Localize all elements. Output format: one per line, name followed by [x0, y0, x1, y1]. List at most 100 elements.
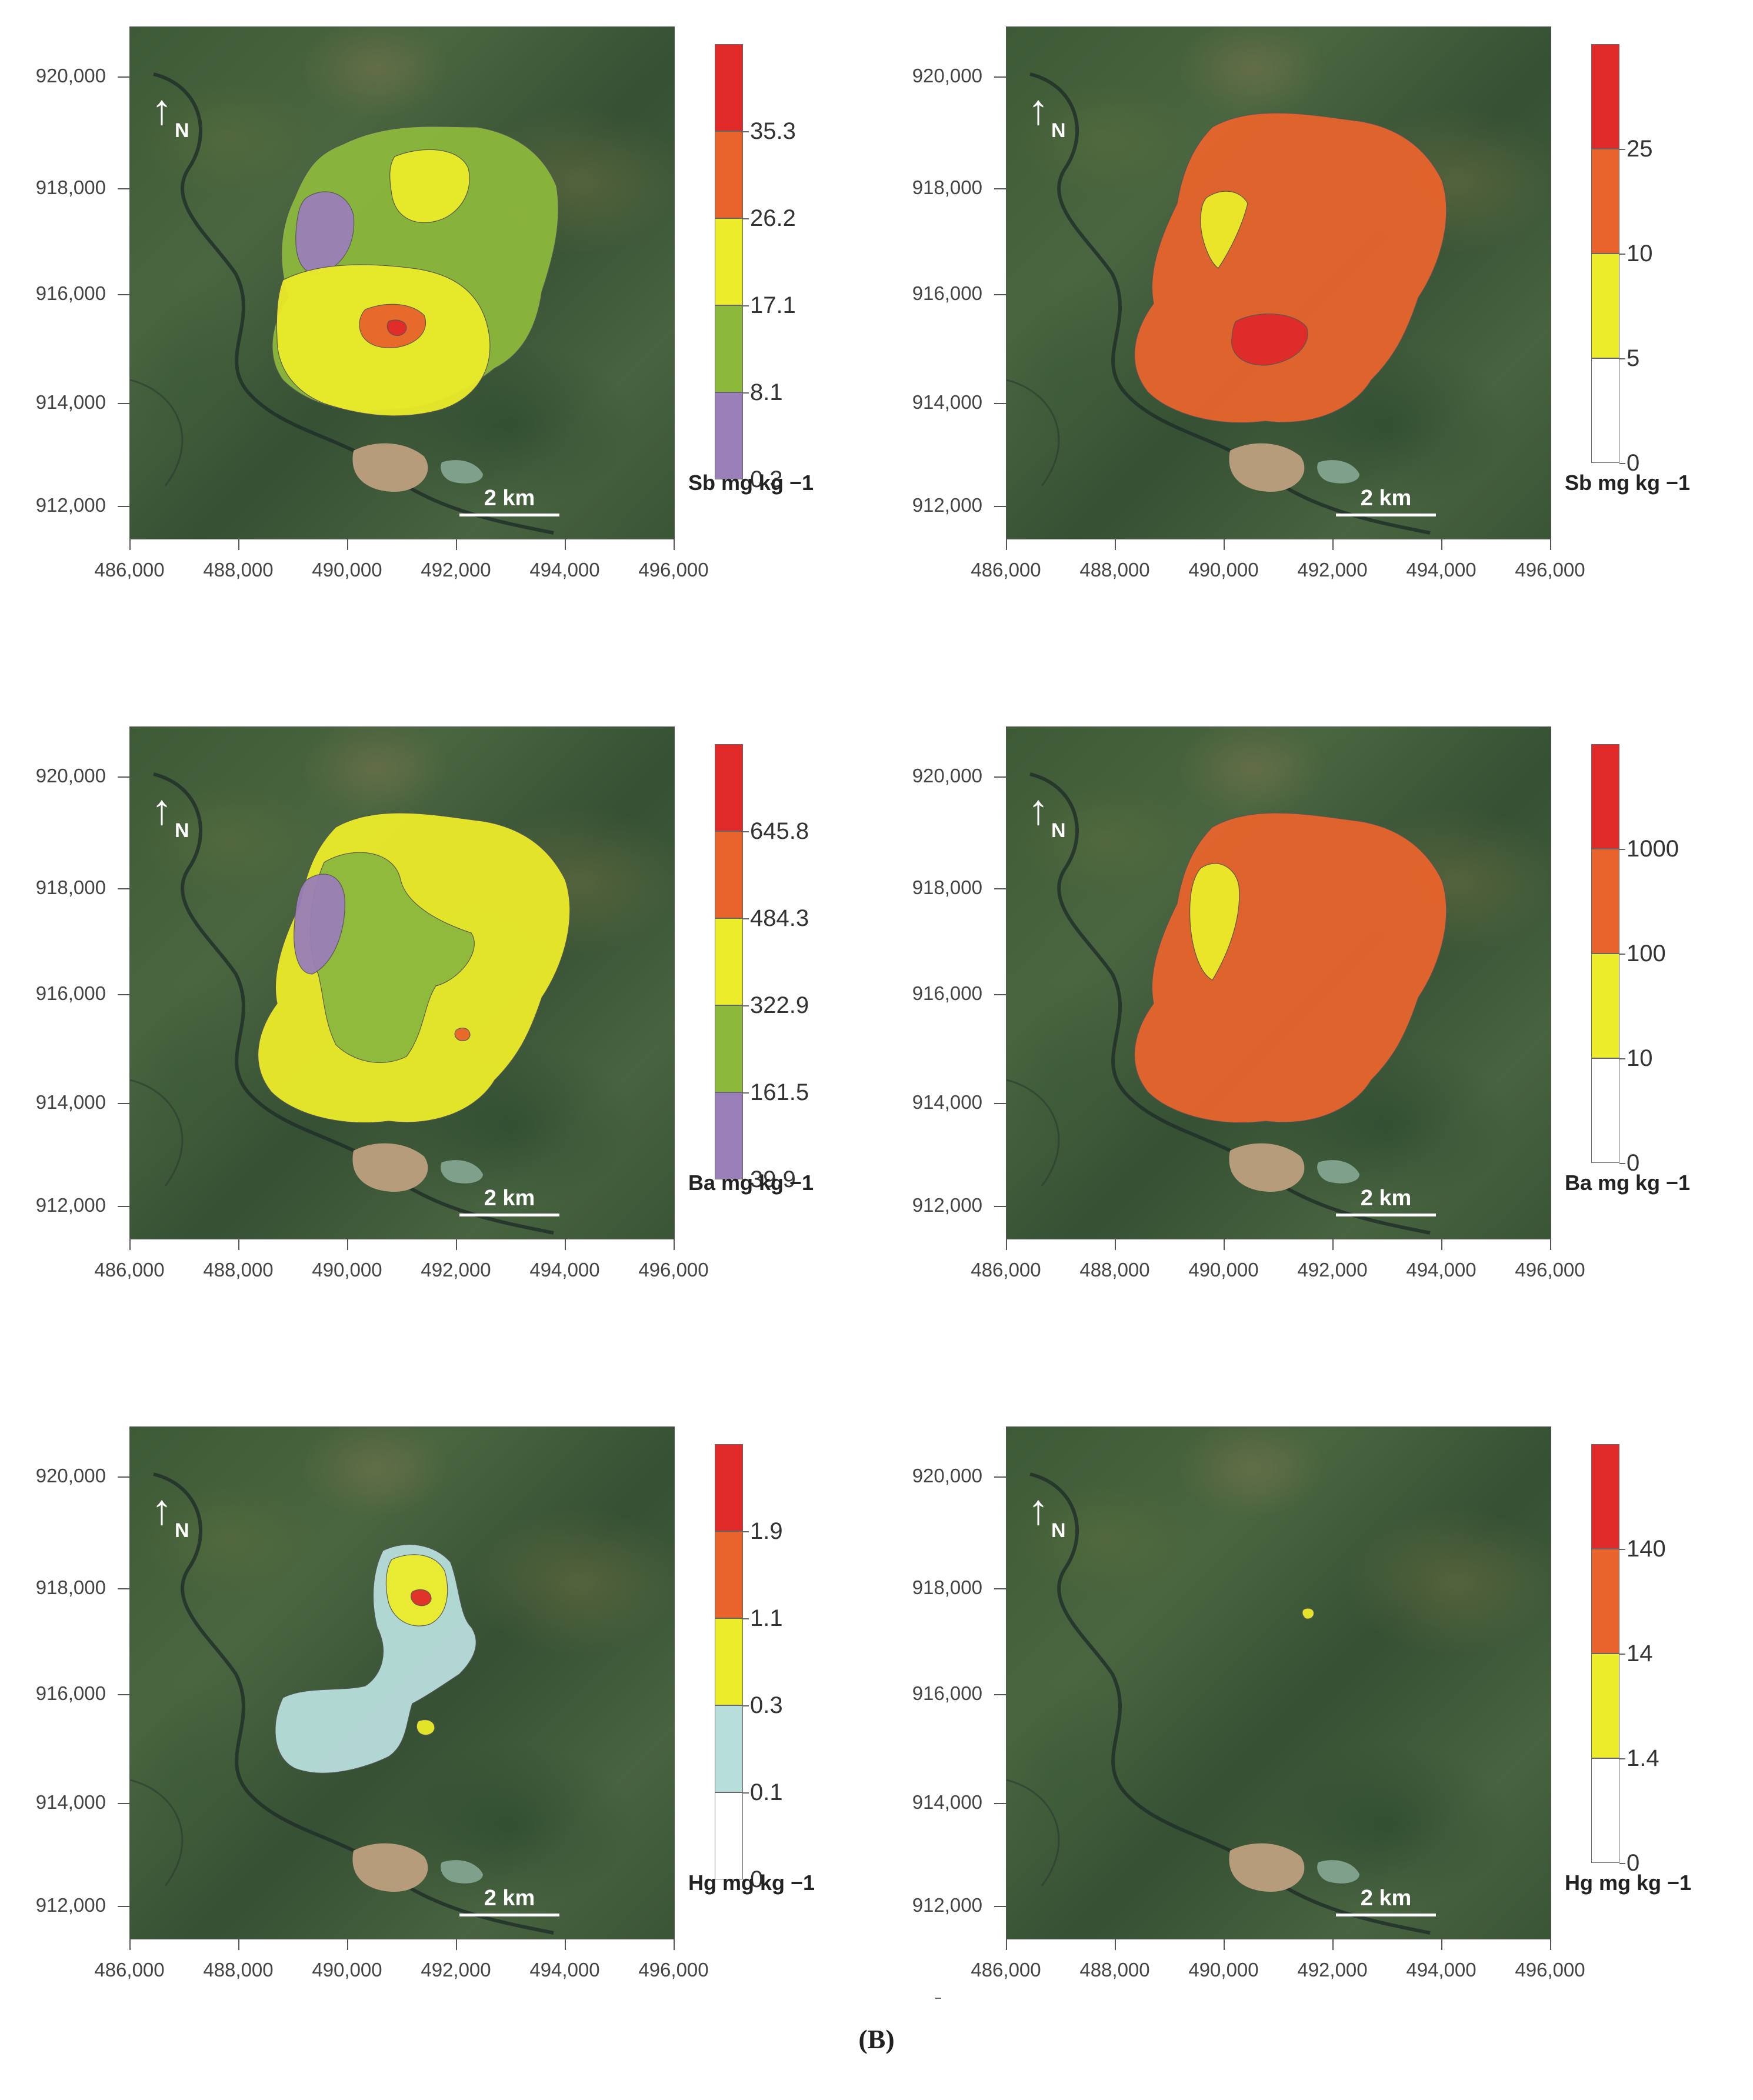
north-arrow-icon: ↑: [1028, 86, 1049, 134]
legend-swatch: [715, 218, 743, 305]
zone-1: [309, 852, 475, 1063]
x-tick-mark: [1006, 1238, 1007, 1250]
x-tick-mark: [238, 1238, 239, 1250]
legend-tick: [743, 479, 749, 481]
north-arrow: ↑ N: [1022, 1489, 1069, 1542]
map-frame: ↑ N 2 km: [129, 1426, 675, 1939]
legend-label: 5: [1627, 345, 1640, 371]
scale-line: [459, 1914, 559, 1916]
legend-label: 0: [1627, 1850, 1640, 1876]
zone-3: [454, 1028, 471, 1041]
y-tick-label: 916,000: [35, 982, 106, 1004]
x-tick-mark: [1550, 1238, 1551, 1250]
y-tick-mark: [118, 776, 129, 778]
figure-caption: (B): [858, 2024, 895, 2054]
x-tick-label: 496,000: [638, 1259, 709, 1281]
north-arrow-icon: ↑: [151, 1486, 172, 1534]
x-tick-label: 492,000: [421, 1259, 491, 1281]
y-tick-label: 920,000: [912, 65, 982, 86]
x-tick-label: 486,000: [971, 1959, 1041, 1981]
y-tick-label: 916,000: [912, 1682, 982, 1704]
y-tick-label: 912,000: [35, 494, 106, 516]
x-tick-label: 486,000: [94, 1259, 165, 1281]
legend-swatch: [715, 1531, 743, 1618]
satellite-base: [1007, 72, 1431, 535]
y-tick-mark: [118, 1476, 129, 1478]
satellite-base: [130, 772, 554, 1235]
legend-tick: [743, 131, 749, 132]
legend-swatch: [715, 744, 743, 831]
legend-tick: [1619, 1058, 1625, 1059]
x-tick-label: 490,000: [1188, 559, 1259, 581]
map-panel-hg-left: ↑ N 2 km 920,000 918,000 916,000 914,000 912,00…: [0, 1400, 876, 2100]
north-label: N: [1051, 819, 1066, 842]
y-tick-mark: [994, 1206, 1006, 1207]
map-frame: ↑ N 2 km: [129, 26, 675, 539]
zone-0: [1134, 112, 1447, 424]
scale-label: 2 km: [1360, 486, 1412, 511]
legend-label: 0: [750, 1866, 764, 1892]
y-tick-mark: [994, 403, 1006, 404]
zone-2: [1231, 314, 1308, 366]
y-tick-mark: [994, 76, 1006, 78]
x-tick-label: 486,000: [94, 559, 165, 581]
legend-tick: [1619, 1758, 1625, 1759]
interpolation-zones: [275, 1544, 476, 1774]
north-label: N: [1051, 119, 1066, 142]
legend-unit: Ba mg kg −1: [688, 1171, 814, 1195]
x-tick-mark: [1224, 1938, 1225, 1950]
x-tick-mark: [565, 1238, 566, 1250]
x-tick-mark: [1550, 1938, 1551, 1950]
legend-unit: Hg mg kg −1: [688, 1871, 815, 1895]
north-arrow: ↑ N: [145, 1489, 192, 1542]
legend-swatch: [1591, 254, 1619, 358]
x-tick-label: 492,000: [421, 559, 491, 581]
map-frame: ↑ N 2 km: [129, 726, 675, 1239]
north-arrow-icon: ↑: [151, 786, 172, 834]
legend-label: 161.5: [750, 1079, 809, 1105]
legend-label: 1.4: [1627, 1745, 1659, 1771]
y-tick-label: 912,000: [35, 1894, 106, 1916]
legend-unit: Hg mg kg −1: [1565, 1871, 1692, 1895]
y-tick-label: 914,000: [912, 391, 982, 413]
zone-2: [294, 874, 345, 975]
y-tick-mark: [994, 1803, 1006, 1804]
map-panel-sb-right: ↑ N 2 km 920,000 918,000 916,000 914,000 912,00…: [876, 0, 1753, 700]
north-label: N: [1051, 1519, 1066, 1542]
zone-2: [411, 1589, 432, 1606]
x-tick-mark: [1441, 1938, 1442, 1950]
y-tick-label: 914,000: [912, 1091, 982, 1113]
y-tick-label: 916,000: [912, 282, 982, 304]
y-tick-mark: [118, 994, 129, 995]
map-panel-sb-left: ↑ N 2 km 920,000 918,000 916,000 914,000 912,00…: [0, 0, 876, 700]
legend-label: 10: [1627, 241, 1653, 266]
x-tick-mark: [1224, 538, 1225, 550]
x-tick-mark: [347, 1938, 348, 1950]
x-tick-mark: [238, 538, 239, 550]
x-tick-label: 490,000: [312, 1959, 382, 1981]
y-tick-label: 912,000: [912, 1894, 982, 1916]
satellite-base: [1007, 1472, 1431, 1935]
y-tick-mark: [118, 1906, 129, 1907]
legend-tick: [1619, 463, 1625, 464]
y-tick-mark: [118, 1588, 129, 1589]
x-tick-mark: [129, 538, 131, 550]
north-arrow: ↑ N: [1022, 789, 1069, 842]
x-tick-label: 492,000: [1297, 559, 1368, 581]
legend-tick: [1619, 254, 1625, 255]
x-tick-label: 488,000: [1079, 1259, 1150, 1281]
legend-tick: [743, 918, 749, 919]
x-tick-mark: [1550, 538, 1551, 550]
y-tick-label: 918,000: [912, 1576, 982, 1598]
x-tick-label: 490,000: [312, 559, 382, 581]
x-tick-mark: [1006, 538, 1007, 550]
x-tick-label: 494,000: [529, 559, 600, 581]
legend-swatch: [715, 392, 743, 479]
scale-line: [1336, 1214, 1436, 1216]
y-tick-label: 914,000: [35, 391, 106, 413]
x-tick-mark: [347, 538, 348, 550]
y-tick-label: 916,000: [35, 1682, 106, 1704]
x-tick-mark: [1332, 538, 1334, 550]
map-panel-hg-right: ↑ N 2 km 920,000 918,000 916,000 914,000 912,00…: [876, 1400, 1753, 2100]
y-tick-mark: [118, 403, 129, 404]
